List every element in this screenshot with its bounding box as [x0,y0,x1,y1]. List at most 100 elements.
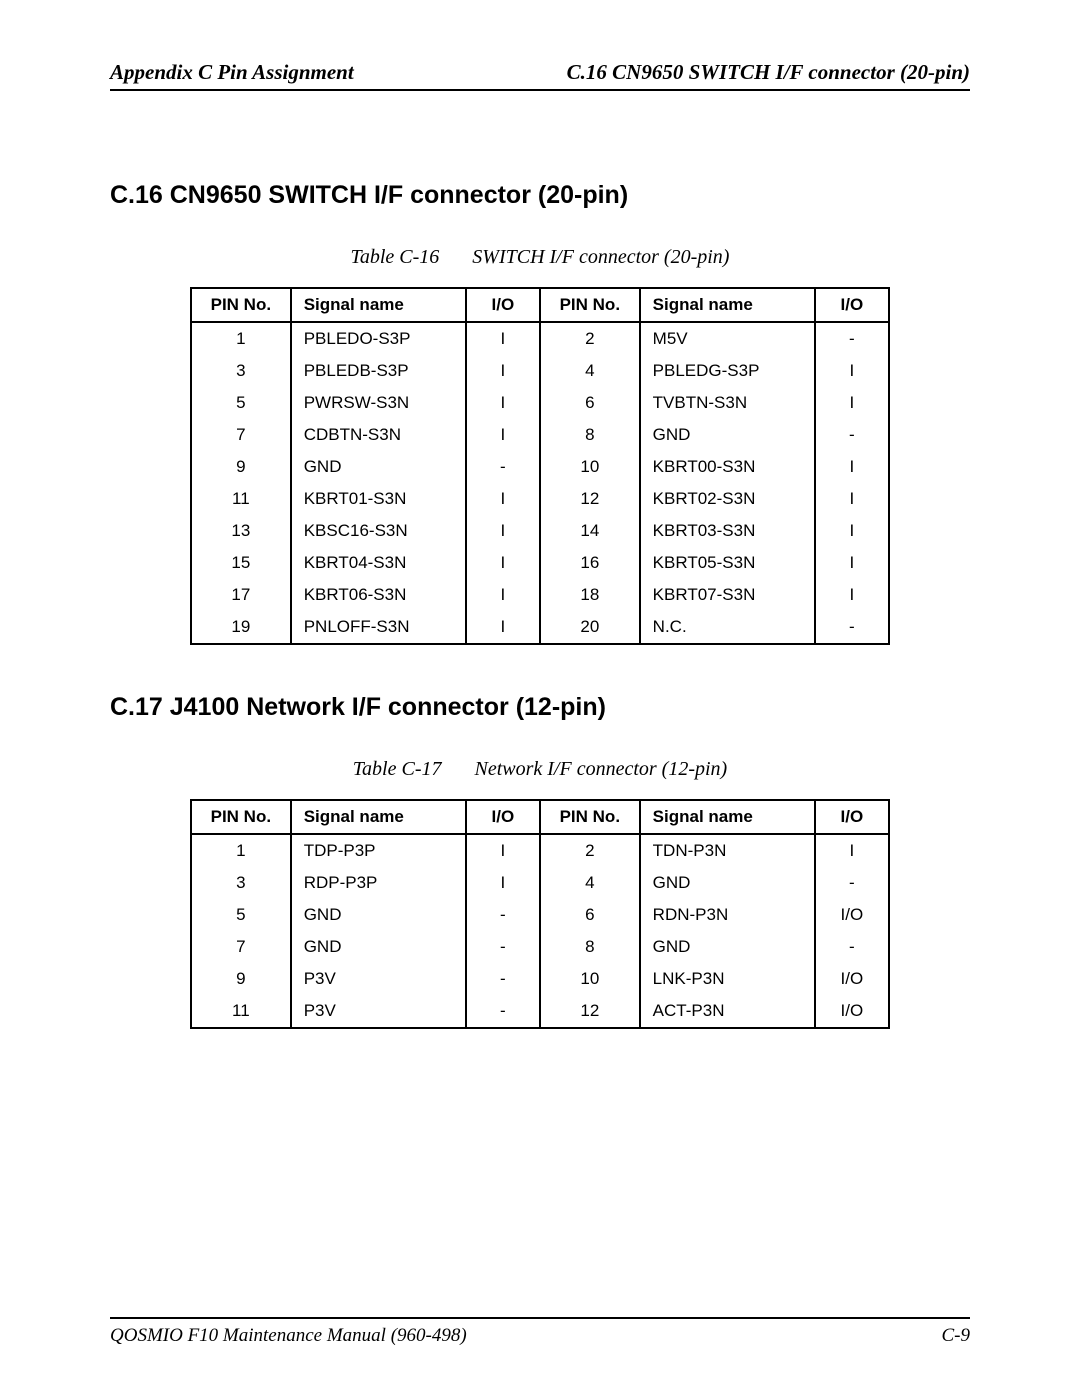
table-cell: I [815,547,889,579]
table-row: 9P3V-10LNK-P3NI/O [191,963,889,995]
table-column-header: PIN No. [540,800,640,834]
table-cell: 15 [191,547,291,579]
table-cell: 19 [191,611,291,644]
table-cell: 20 [540,611,640,644]
table-cell: PWRSW-S3N [291,387,466,419]
table-cell: 6 [540,899,640,931]
table-cell: KBSC16-S3N [291,515,466,547]
table-cell: KBRT01-S3N [291,483,466,515]
table-cell: 9 [191,963,291,995]
table-cell: - [815,931,889,963]
table-header-row: PIN No.Signal nameI/OPIN No.Signal nameI… [191,800,889,834]
header-right: C.16 CN9650 SWITCH I/F connector (20-pin… [567,60,970,85]
table-cell: CDBTN-S3N [291,419,466,451]
pin-table-c17: PIN No.Signal nameI/OPIN No.Signal nameI… [190,799,890,1029]
table-cell: PBLEDB-S3P [291,355,466,387]
table-cell: I [815,515,889,547]
table-cell: GND [291,931,466,963]
footer-right: C-9 [942,1325,971,1347]
table-column-header: PIN No. [191,288,291,322]
table-cell: I [466,419,540,451]
table-cell: 5 [191,899,291,931]
table-cell: - [466,995,540,1028]
table-column-header: I/O [466,800,540,834]
table-cell: I [815,483,889,515]
table-cell: 8 [540,931,640,963]
table-cell: - [466,931,540,963]
table-cell: I [466,387,540,419]
table-row: 15KBRT04-S3NI16KBRT05-S3NI [191,547,889,579]
page-header: Appendix C Pin Assignment C.16 CN9650 SW… [110,60,970,91]
table-row: 17KBRT06-S3NI18KBRT07-S3NI [191,579,889,611]
table-header-row: PIN No.Signal nameI/OPIN No.Signal nameI… [191,288,889,322]
table-row: 11KBRT01-S3NI12KBRT02-S3NI [191,483,889,515]
table-cell: I [466,834,540,867]
table-column-header: PIN No. [540,288,640,322]
caption-label-c17: Table C-17 [353,758,442,780]
table-cell: 4 [540,355,640,387]
table-cell: RDN-P3N [640,899,815,931]
table-cell: 1 [191,322,291,355]
page-footer: QOSMIO F10 Maintenance Manual (960-498) … [110,1317,970,1347]
table-row: 3PBLEDB-S3PI4PBLEDG-S3PI [191,355,889,387]
table-cell: KBRT00-S3N [640,451,815,483]
table-cell: 3 [191,867,291,899]
table-cell: 7 [191,931,291,963]
header-left: Appendix C Pin Assignment [110,60,354,85]
table-cell: - [466,451,540,483]
table-row: 3RDP-P3PI4GND- [191,867,889,899]
table-row: 7CDBTN-S3NI8GND- [191,419,889,451]
table-column-header: I/O [815,288,889,322]
table-cell: 10 [540,451,640,483]
table-column-header: I/O [815,800,889,834]
table-cell: 11 [191,483,291,515]
table-cell: LNK-P3N [640,963,815,995]
table-cell: ACT-P3N [640,995,815,1028]
table-cell: 13 [191,515,291,547]
table-cell: GND [640,867,815,899]
table-cell: 11 [191,995,291,1028]
table-cell: 8 [540,419,640,451]
table-column-header: Signal name [291,288,466,322]
table-cell: I [466,322,540,355]
table-cell: 3 [191,355,291,387]
table-cell: 14 [540,515,640,547]
caption-label-c16: Table C-16 [351,246,440,268]
table-caption-c17: Table C-17 Network I/F connector (12-pin… [110,758,970,781]
table-cell: KBRT06-S3N [291,579,466,611]
table-column-header: PIN No. [191,800,291,834]
table-cell: I [466,515,540,547]
table-cell: TDN-P3N [640,834,815,867]
table-cell: - [815,611,889,644]
table-cell: I [466,355,540,387]
table-cell: I/O [815,995,889,1028]
table-column-header: Signal name [291,800,466,834]
table-cell: I [815,451,889,483]
table-cell: 5 [191,387,291,419]
table-cell: PBLEDG-S3P [640,355,815,387]
table-cell: I [815,579,889,611]
table-cell: I [815,387,889,419]
table-cell: I/O [815,899,889,931]
table-cell: 4 [540,867,640,899]
table-cell: 12 [540,483,640,515]
table-cell: GND [640,419,815,451]
table-cell: - [466,899,540,931]
table-cell: M5V [640,322,815,355]
table-cell: I [466,611,540,644]
table-cell: P3V [291,995,466,1028]
table-cell: N.C. [640,611,815,644]
table-column-header: Signal name [640,288,815,322]
table-row: 13KBSC16-S3NI14KBRT03-S3NI [191,515,889,547]
table-cell: 17 [191,579,291,611]
table-cell: I/O [815,963,889,995]
table-cell: TVBTN-S3N [640,387,815,419]
table-cell: I [815,355,889,387]
table-cell: 9 [191,451,291,483]
table-row: 9GND-10KBRT00-S3NI [191,451,889,483]
table-cell: 12 [540,995,640,1028]
table-row: 5GND-6RDN-P3NI/O [191,899,889,931]
table-cell: I [466,483,540,515]
table-row: 1PBLEDO-S3PI2M5V- [191,322,889,355]
table-row: 5PWRSW-S3NI6TVBTN-S3NI [191,387,889,419]
